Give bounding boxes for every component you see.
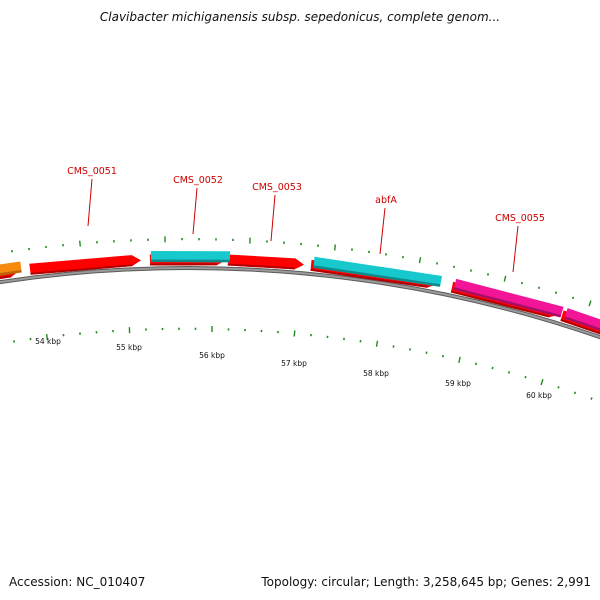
cyan-box[interactable] bbox=[150, 251, 231, 263]
cds-arrow-shade bbox=[0, 275, 11, 280]
gene-label[interactable]: CMS_0055 bbox=[495, 213, 545, 224]
outer-tick-mark bbox=[486, 273, 490, 276]
gene-leader-line bbox=[270, 194, 276, 242]
inner-tick-mark bbox=[375, 340, 379, 347]
cyan-box-shade bbox=[151, 259, 230, 263]
outer-tick-mark bbox=[571, 296, 575, 300]
inner-tick-mark bbox=[540, 378, 544, 386]
cds-arrow-shade bbox=[560, 319, 600, 335]
outer-tick-mark bbox=[588, 300, 592, 307]
kbp-tick-label: 56 kbp bbox=[199, 351, 225, 360]
gene-leader-line bbox=[379, 207, 386, 255]
inner-tick-mark bbox=[524, 375, 527, 379]
outer-tick-mark bbox=[537, 286, 541, 290]
kbp-tick-label: 54 kbp bbox=[35, 337, 61, 346]
cds-arrow-shade bbox=[30, 264, 133, 275]
inner-tick-mark bbox=[458, 356, 461, 363]
kbp-tick-label: 58 kbp bbox=[363, 369, 389, 378]
inner-tick-mark bbox=[573, 391, 577, 395]
kbp-tick-label: 55 kbp bbox=[116, 343, 142, 352]
accession-text: Accession: NC_010407 bbox=[9, 575, 146, 589]
cds-arrow[interactable] bbox=[29, 255, 141, 275]
outer-tick-mark bbox=[520, 281, 524, 285]
map-title: Clavibacter michiganensis subsp. sepedon… bbox=[99, 10, 501, 24]
trna-box-shade bbox=[0, 270, 22, 276]
outer-tick-mark bbox=[79, 240, 81, 247]
cds-arrow-shade bbox=[227, 263, 295, 270]
magenta-box-shade bbox=[453, 287, 562, 318]
gene-leader-line bbox=[192, 187, 198, 235]
backbone-group bbox=[0, 266, 600, 340]
kbp-tick-label: 60 kbp bbox=[526, 391, 552, 400]
cds-arrow-shade bbox=[450, 290, 550, 318]
cds-arrow-shade bbox=[310, 268, 428, 288]
gene-label[interactable]: CMS_0053 bbox=[252, 182, 302, 193]
magenta-box[interactable] bbox=[453, 278, 564, 318]
cyan-box-shade bbox=[313, 265, 441, 287]
kbp-tick-label: 57 kbp bbox=[281, 359, 307, 368]
inner-tick-mark bbox=[491, 366, 494, 370]
outer-tick-mark bbox=[554, 291, 558, 295]
inner-tick-mark bbox=[557, 386, 560, 389]
topology-text: Topology: circular; Length: 3,258,645 bp… bbox=[261, 575, 591, 589]
gene-label[interactable]: CMS_0052 bbox=[173, 175, 223, 186]
feature-layer[interactable] bbox=[0, 251, 600, 345]
inner-tick-mark bbox=[474, 362, 478, 366]
inner-tick-mark bbox=[45, 334, 49, 341]
outer-dotted-track bbox=[11, 236, 592, 307]
gene-label[interactable]: abfA bbox=[375, 195, 397, 206]
cyan-box[interactable] bbox=[313, 256, 443, 287]
tick-label-layer: 54 kbp 55 kbp 56 kbp 57 kbp 58 kbp 59 kbp 60 k… bbox=[35, 337, 552, 400]
inner-tick-mark bbox=[507, 371, 511, 374]
magenta-box-shade bbox=[564, 316, 600, 331]
inner-dotted-track bbox=[13, 325, 593, 400]
inner-tick-mark bbox=[293, 330, 296, 337]
kbp-tick-label: 59 kbp bbox=[445, 379, 471, 388]
gene-label[interactable]: CMS_0051 bbox=[67, 166, 117, 177]
outer-tick-mark bbox=[503, 275, 507, 282]
gene-leader-line bbox=[512, 225, 519, 273]
outer-tick-mark bbox=[334, 244, 336, 251]
backbone bbox=[0, 267, 600, 339]
inner-tick-mark bbox=[590, 397, 593, 400]
outer-tick-mark bbox=[418, 257, 422, 264]
cds-arrow-shade bbox=[150, 263, 217, 266]
gene-leader-line bbox=[87, 178, 93, 227]
label-layer: CMS_0051 CMS_0052 CMS_0053 abfA CMS_0055 bbox=[67, 166, 545, 273]
